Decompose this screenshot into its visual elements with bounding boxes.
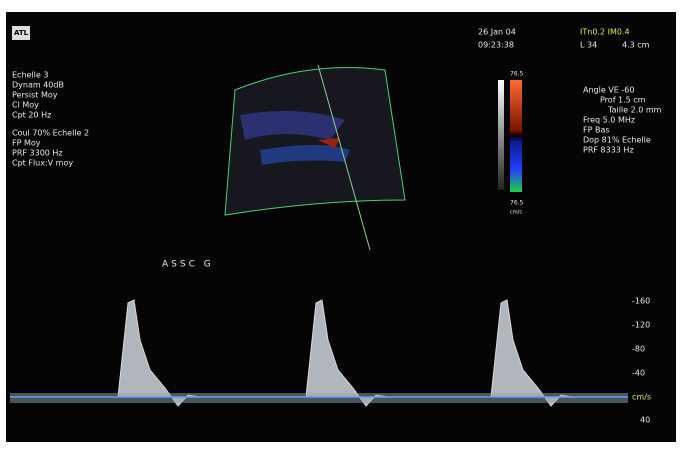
param: Persist Moy (12, 91, 58, 100)
depth-index: L 34 (580, 41, 597, 50)
param: Freq 5.0 MHz (583, 116, 635, 125)
param: Dynam 40dB (12, 81, 64, 90)
indices: ITn0.2 IM0.4 (580, 28, 630, 37)
scale-label: -80 (632, 345, 645, 354)
date: 26 Jan 04 (478, 28, 516, 37)
scale-label: -160 (632, 297, 650, 306)
gray-bar (498, 80, 504, 190)
param: Cl Moy (12, 101, 39, 110)
color-bar (510, 80, 522, 192)
param: FP Bas (583, 126, 610, 135)
param: Echelle 3 (12, 71, 48, 80)
param: PRF 8333 Hz (583, 146, 634, 155)
param: Taille 2.0 mm (607, 106, 662, 115)
time: 09:23:38 (478, 41, 514, 50)
ultrasound-screen: ATL 26 Jan 04 09:23:38 ITn0.2 IM0.4 L 34… (0, 0, 680, 451)
param: Dop 81% Echelle (583, 136, 651, 145)
depth: 4.3 cm (622, 41, 650, 50)
page: ATL 26 Jan 04 09:23:38 ITn0.2 IM0.4 L 34… (0, 0, 680, 455)
color-bar-unit: cm/s (510, 210, 522, 216)
vessel-label: ASSC G (162, 260, 214, 270)
param: PRF 3300 Hz (12, 149, 63, 158)
param: Cpt Flux:V moy (12, 159, 73, 168)
color-bar-bottom: 76.5 (510, 200, 524, 207)
baseline-noise (10, 393, 628, 403)
param: Prof 1.5 cm (600, 96, 646, 105)
scale-label: -40 (632, 369, 645, 378)
scale-label: 40 (640, 416, 650, 425)
param: Coul 70% Echelle 2 (12, 129, 89, 138)
scale-label: cm/s (632, 393, 651, 402)
logo: ATL (14, 29, 29, 37)
param: FP Moy (12, 139, 41, 148)
scale-label: -120 (632, 321, 650, 330)
param: Cpt 20 Hz (12, 111, 51, 120)
color-bar-top: 76.5 (510, 71, 524, 78)
param: Angle VE -60 (583, 86, 634, 95)
